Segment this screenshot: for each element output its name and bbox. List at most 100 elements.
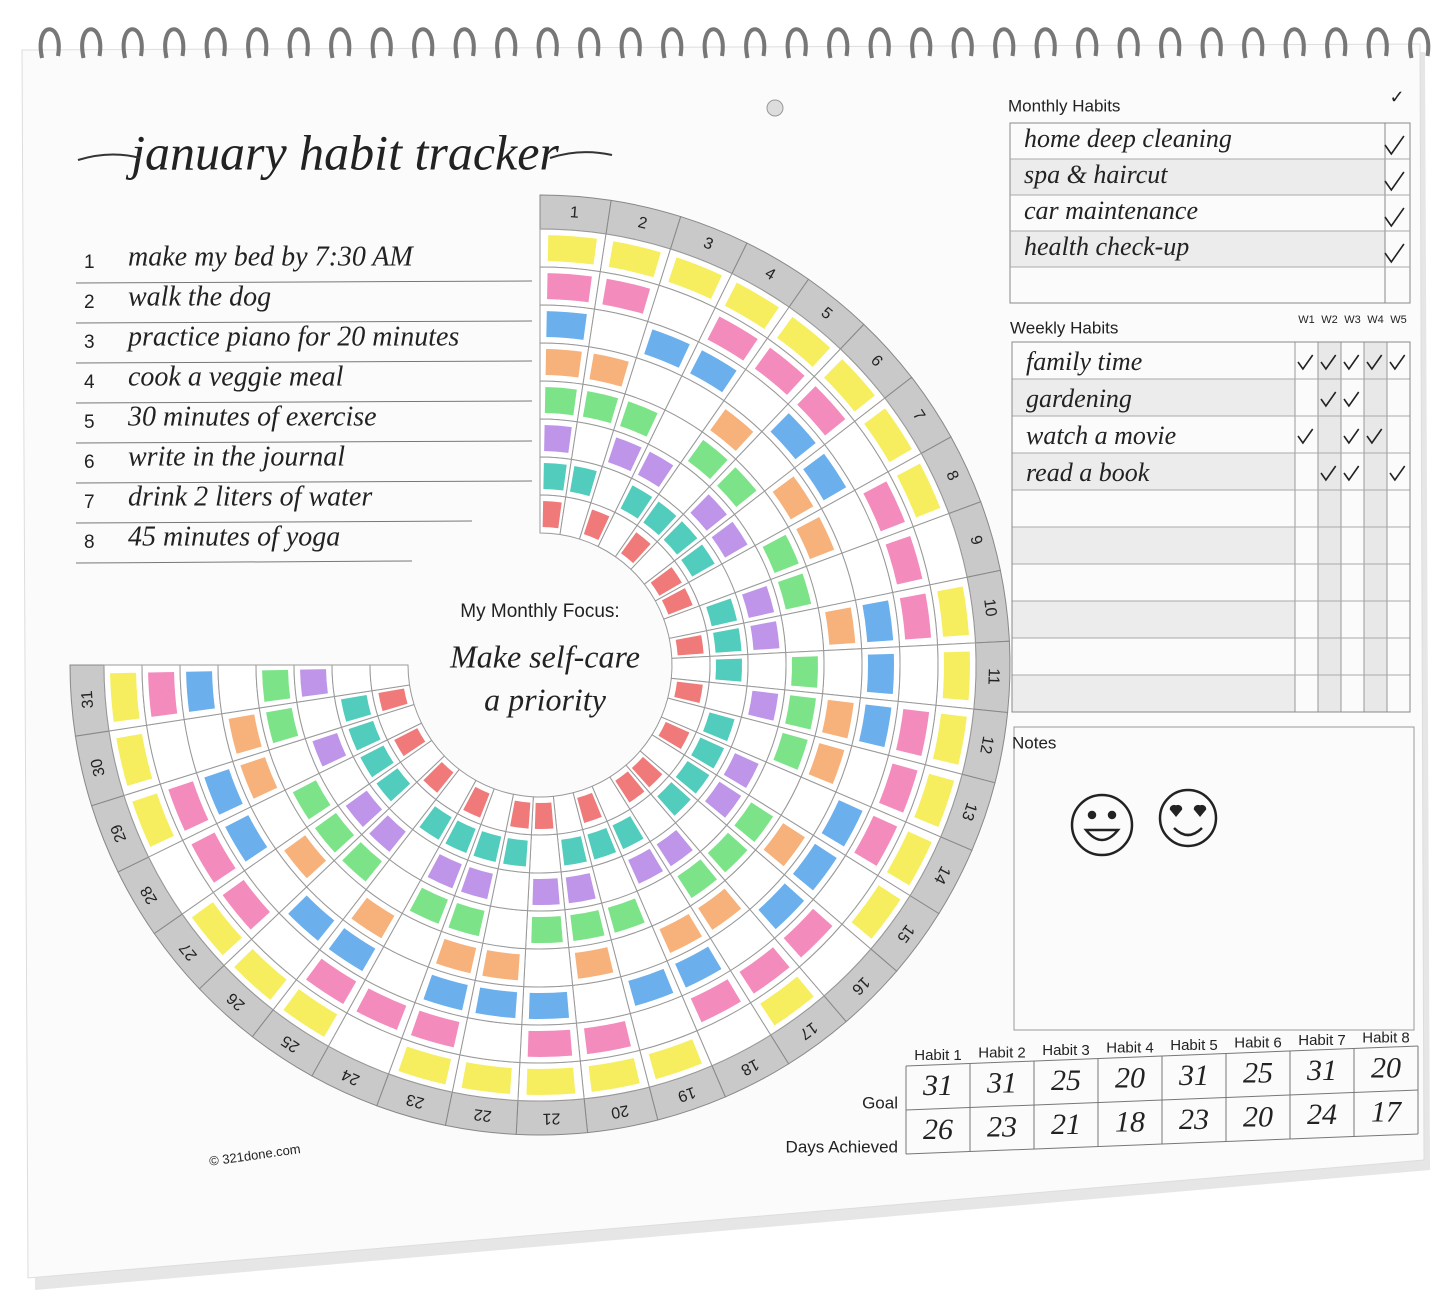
- habit-mark: [859, 704, 892, 748]
- habit-mark: [561, 836, 587, 866]
- habit-mark: [228, 714, 262, 754]
- habit-mark: [191, 902, 242, 956]
- habit-mark: [607, 437, 642, 472]
- habit-name: practice piano for 20 minutes: [126, 321, 459, 352]
- ring: [287, 27, 310, 59]
- goal-value: 31: [986, 1066, 1017, 1099]
- habit-name: write in the journal: [128, 441, 345, 472]
- habit-number: 6: [84, 452, 95, 473]
- wheel-cell: [780, 607, 825, 654]
- wheel-cell: [217, 664, 260, 715]
- habit-mark: [710, 409, 754, 452]
- day-label: 19: [675, 1083, 697, 1105]
- habit-mark: [631, 756, 663, 788]
- habit-mark: [661, 588, 693, 615]
- habit-mark: [773, 732, 808, 770]
- habit-mark: [691, 737, 725, 769]
- habit-mark: [531, 916, 563, 943]
- habit-mark: [896, 463, 941, 518]
- habit-mark: [808, 743, 845, 785]
- focus-line: a priority: [484, 681, 607, 717]
- habit-mark: [792, 843, 837, 891]
- row-line: [905, 1133, 1419, 1155]
- ring: [370, 27, 393, 59]
- habit-mark: [717, 467, 757, 507]
- habit-mark: [328, 928, 376, 972]
- week-label: W5: [1390, 314, 1407, 326]
- habit-mark: [612, 816, 644, 850]
- habit-mark: [473, 831, 502, 863]
- habit-mark: [620, 401, 658, 437]
- habit-line: [75, 320, 533, 324]
- check-mark: [1343, 391, 1360, 408]
- habit-mark: [356, 988, 407, 1030]
- habit-mark: [675, 635, 704, 656]
- habit-mark: [410, 1010, 460, 1048]
- habit-mark: [942, 651, 970, 701]
- habit-mark: [734, 802, 774, 842]
- achieved-value: 26: [923, 1113, 953, 1146]
- check-mark: [1320, 354, 1337, 371]
- wheel-cell: [369, 664, 411, 692]
- ring: [38, 27, 61, 59]
- goal-header: Habit 1: [914, 1047, 962, 1064]
- habit-mark: [658, 721, 690, 750]
- week-label: W2: [1321, 314, 1338, 326]
- ring: [204, 27, 227, 59]
- ring: [1159, 27, 1182, 59]
- habit-mark: [262, 669, 291, 702]
- smiley-icons: [1070, 788, 1218, 857]
- habit-name: drink 2 liters of water: [128, 481, 372, 512]
- ring: [910, 27, 933, 59]
- habit-mark: [225, 815, 268, 862]
- day-label: 29: [108, 822, 130, 845]
- day-label: 20: [610, 1101, 631, 1121]
- habit-mark: [797, 386, 846, 436]
- habit-mark: [602, 278, 651, 314]
- ring: [495, 27, 518, 59]
- habit-mark: [698, 888, 742, 930]
- habit-mark: [419, 806, 452, 840]
- ring: [744, 27, 767, 59]
- habit-mark: [675, 760, 710, 794]
- ring: [1034, 27, 1057, 59]
- habit-mark: [690, 494, 727, 531]
- focus-label: My Monthly Focus:: [460, 601, 619, 622]
- day-label: 22: [473, 1105, 493, 1124]
- goal-value: 25: [1051, 1064, 1081, 1097]
- habit-mark: [763, 823, 805, 867]
- habit-mark: [463, 786, 490, 818]
- check-mark: [1389, 354, 1406, 371]
- habit-mark: [116, 733, 153, 786]
- row-line: [905, 1089, 1419, 1111]
- ring: [80, 27, 103, 59]
- habit-mark: [534, 802, 554, 829]
- habit-mark: [306, 958, 357, 1005]
- check-mark: [1389, 465, 1406, 482]
- habit-mark: [378, 688, 408, 712]
- habit-mark: [754, 347, 805, 395]
- habit-mark: [110, 672, 140, 722]
- weekly-box: [1011, 341, 1411, 713]
- monthly-habit: home deep cleaning: [1024, 124, 1232, 153]
- habit-mark: [785, 695, 816, 730]
- habit-mark: [376, 768, 411, 802]
- habit-mark: [777, 573, 812, 610]
- habit-mark: [643, 501, 677, 536]
- monthly-habit: car maintenance: [1024, 196, 1198, 225]
- habit-mark: [675, 946, 722, 988]
- habit-mark: [715, 658, 742, 682]
- habit-mark: [314, 812, 355, 853]
- ring: [578, 27, 601, 59]
- habit-mark: [690, 979, 741, 1023]
- habit-mark: [565, 873, 596, 904]
- habit-mark: [482, 950, 520, 981]
- check-header: ✓: [1389, 87, 1404, 107]
- habit-mark: [583, 509, 610, 540]
- check-mark: [1366, 354, 1383, 371]
- achieved-value: 24: [1307, 1098, 1337, 1131]
- habit-mark: [577, 792, 602, 823]
- habit-mark: [620, 485, 653, 519]
- habit-mark: [896, 709, 930, 756]
